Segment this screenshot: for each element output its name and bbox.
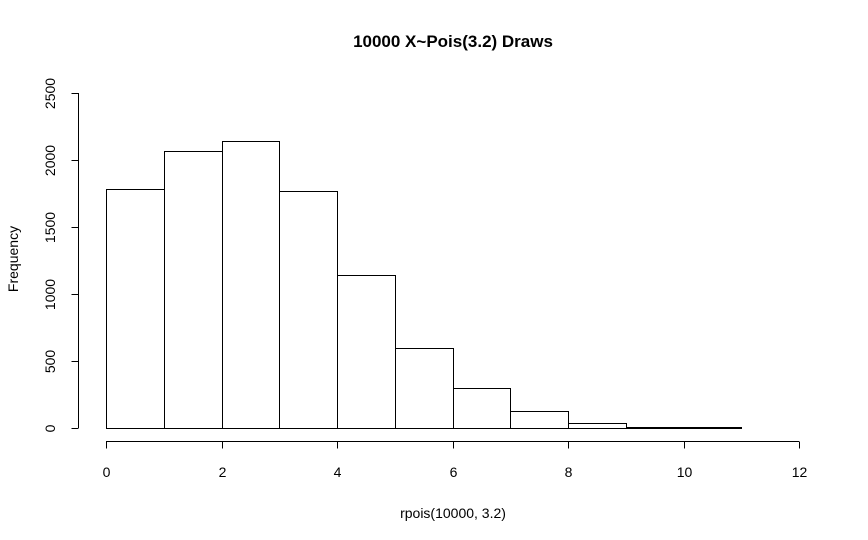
- histogram-bar: [106, 189, 165, 429]
- x-tick-label: 8: [565, 464, 573, 480]
- x-tick-label: 6: [450, 464, 458, 480]
- histogram-bar: [279, 191, 338, 429]
- y-tick-label: 1000: [42, 279, 58, 310]
- chart-title: 10000 X~Pois(3.2) Draws: [353, 32, 553, 51]
- histogram-bar: [568, 423, 627, 429]
- histogram-bar: [684, 427, 742, 429]
- x-tick-label: 2: [219, 464, 227, 480]
- y-tick-label: 500: [42, 350, 58, 374]
- y-axis-label: Frequency: [5, 226, 21, 292]
- histogram-bar: [395, 348, 454, 429]
- x-tick-label: 12: [792, 464, 808, 480]
- x-axis-label: rpois(10000, 3.2): [400, 505, 506, 521]
- histogram-bar: [222, 141, 280, 429]
- y-tick-label: 1500: [42, 212, 58, 243]
- x-axis: 0 2 4 6 8 10 12: [103, 441, 808, 480]
- x-tick-label: 10: [677, 464, 693, 480]
- histogram-bar: [453, 388, 511, 429]
- y-tick-label: 0: [42, 424, 58, 432]
- bars-group: [106, 141, 742, 429]
- y-tick-label: 2500: [42, 78, 58, 109]
- y-tick-label: 2000: [42, 145, 58, 176]
- x-tick-label: 4: [334, 464, 342, 480]
- histogram-bar: [626, 427, 685, 429]
- y-axis: 0 500 1000 1500 2000 2500: [42, 78, 79, 432]
- histogram-bar: [337, 275, 396, 429]
- histogram-bar: [164, 151, 223, 429]
- x-tick-label: 0: [103, 464, 111, 480]
- histogram-bar: [510, 411, 569, 429]
